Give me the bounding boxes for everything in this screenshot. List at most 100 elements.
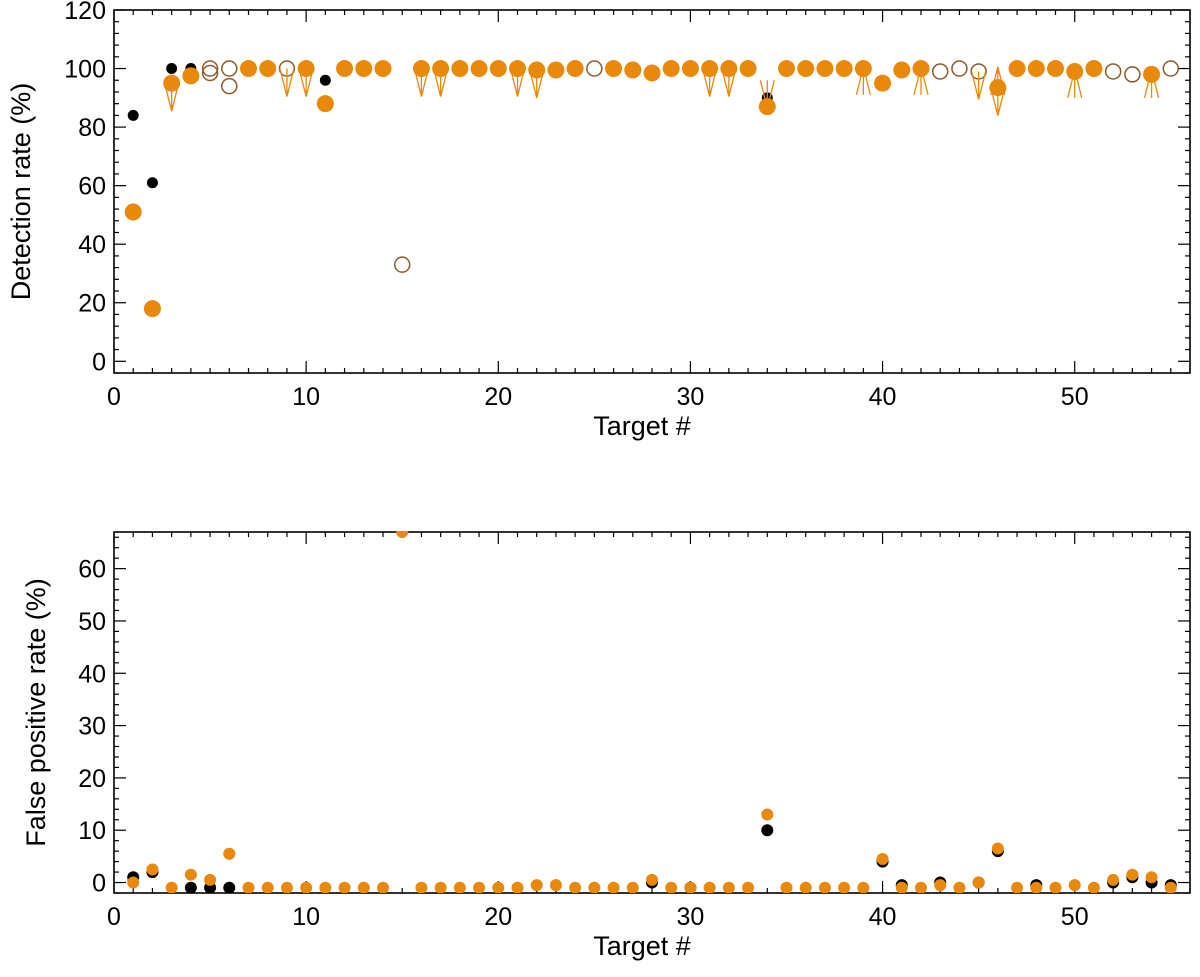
data-point-orange [681,60,699,78]
data-point-orange [549,879,562,892]
data-point-black [319,74,331,86]
lower-limit-arrow [990,66,1006,96]
data-point-open [1124,66,1141,83]
data-point-orange [396,531,409,538]
data-point-orange [588,881,601,893]
data-point-black [146,177,158,189]
data-point-orange [643,64,661,82]
data-point-orange [569,881,582,893]
data-point-orange [1049,881,1062,893]
y-axis-title: Detection rate (%) [6,83,36,301]
data-point-open [1104,63,1122,80]
data-point-orange [1027,60,1045,78]
data-point-orange [547,61,565,79]
data-point-orange [893,61,911,79]
data-point-orange [124,203,142,221]
y-tick-label: 10 [78,817,106,845]
data-point-orange [240,60,257,78]
y-tick-label: 0 [92,870,106,898]
data-point-orange [778,60,795,78]
data-point-open [201,60,219,77]
y-tick-label: 20 [78,290,106,318]
data-point-orange [838,881,851,893]
x-tick-label: 40 [869,903,897,931]
data-point-orange [434,881,447,893]
x-axis-title: Target # [593,411,691,441]
y-tick-label: 100 [64,56,106,84]
data-point-orange [761,808,774,821]
plot-frame [113,531,1191,894]
upper-limit-arrow [721,68,737,97]
data-point-black [761,824,774,837]
data-point-orange [489,60,507,78]
x-tick-label: 0 [107,903,121,931]
data-point-orange [319,881,332,893]
data-point-orange [259,60,277,78]
data-point-orange [915,881,927,893]
upper-limit-arrow [164,83,180,112]
data-point-orange [1085,60,1103,78]
x-axis-title: Target # [593,931,691,961]
upper-limit-arrow [413,68,430,97]
y-tick-label: 80 [78,114,106,142]
x-tick-label: 50 [1061,383,1089,411]
data-point-orange [876,852,889,865]
data-point-orange [972,876,985,889]
data-point-orange [165,881,178,893]
data-point-orange [1145,871,1158,884]
upper-limit-arrow [529,69,545,99]
x-tick-label: 30 [677,903,705,931]
x-tick-label: 10 [292,903,320,931]
data-point-orange [357,881,370,893]
data-point-orange [662,60,680,78]
data-point-orange [934,879,947,892]
x-tick-label: 50 [1061,903,1089,931]
data-point-orange [1087,881,1100,893]
y-tick-label: 40 [78,231,106,259]
data-layer [127,531,1177,893]
data-point-orange [818,881,831,893]
data-point-orange [511,881,524,893]
data-point-orange [1030,881,1043,893]
data-point-orange [722,881,735,893]
data-point-orange [626,881,639,893]
x-tick-label: 30 [677,383,705,411]
data-point-orange [451,60,469,78]
data-point-orange [300,881,313,893]
y-tick-label: 60 [78,173,106,201]
y-tick-label: 40 [78,660,106,688]
data-point-orange [355,60,373,78]
data-point-orange [739,60,757,78]
data-point-black [166,63,178,75]
data-point-orange [473,881,486,893]
data-point-orange [607,881,620,893]
data-point-open [586,60,603,77]
data-point-open [393,256,411,273]
lower-limit-arrow [1067,69,1083,98]
data-point-orange [280,881,293,893]
data-point-open [221,60,238,77]
y-tick-label: 60 [78,556,106,584]
data-point-orange [991,842,1004,855]
data-point-orange [780,881,793,893]
data-point-open [201,64,219,82]
data-layer [124,60,1180,318]
data-point-orange [1068,879,1081,892]
data-point-orange [1107,873,1120,886]
false-positive-panel: 0 10 20 30 40 50 0 10 20 30 40 50 60 Target # False po… [21,531,1191,961]
data-point-orange [204,873,217,886]
data-point-orange [242,881,255,893]
data-point-open [221,77,238,95]
data-point-orange [797,60,815,78]
upper-limit-arrow [279,68,295,97]
data-point-orange [127,876,140,889]
data-point-orange [223,847,236,860]
data-point-orange [377,881,389,893]
data-point-orange [874,74,892,92]
data-point-black [184,881,197,893]
upper-limit-arrow [702,68,718,97]
data-point-orange [703,881,716,893]
data-point-orange [857,881,870,893]
x-tick-label: 0 [107,383,121,411]
data-point-orange [143,300,161,318]
